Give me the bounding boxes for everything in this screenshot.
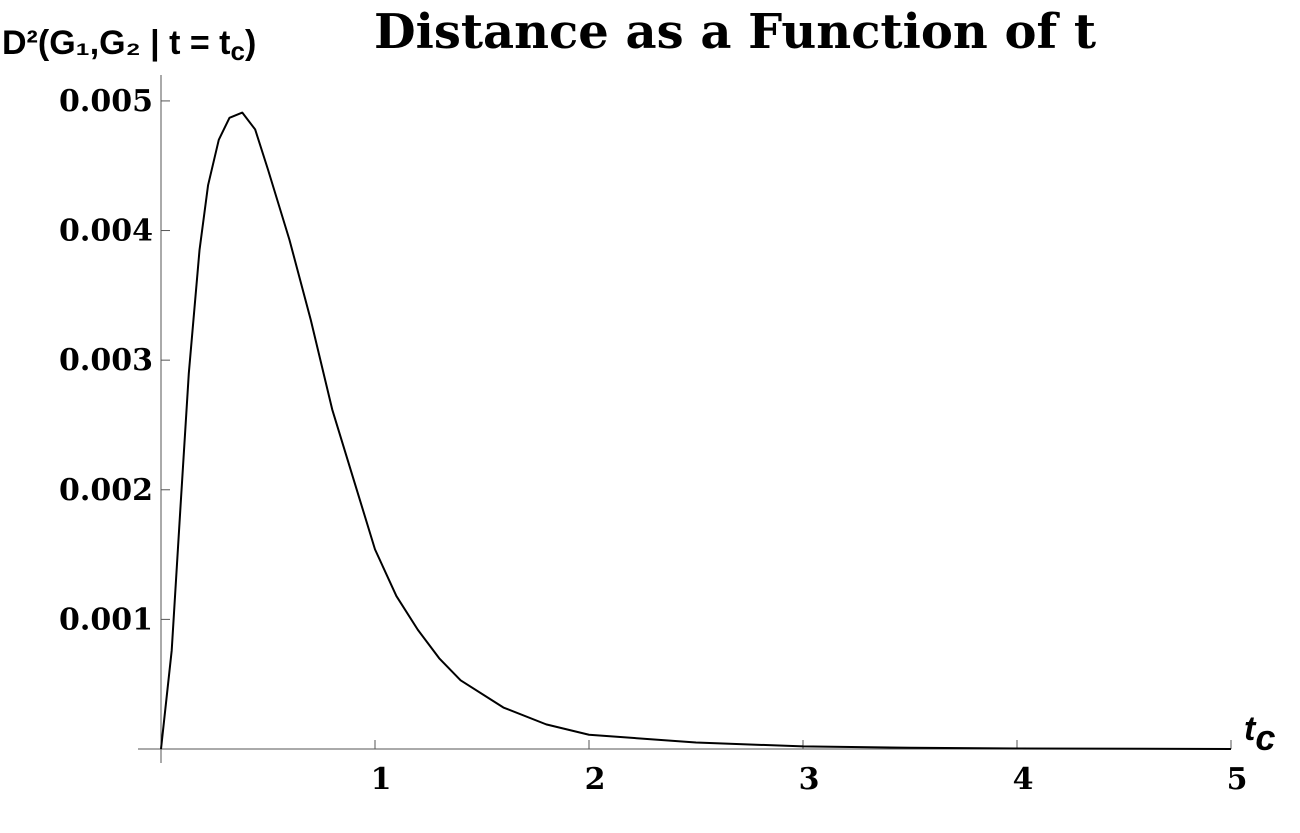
- x-tick-label: 1: [371, 762, 392, 797]
- y-tick-label: 0.003: [59, 343, 153, 378]
- y-axis-label: D²(G₁,G₂ | t = tc): [2, 24, 256, 66]
- curve: [160, 111, 1232, 750]
- x-label-main: t: [1244, 710, 1257, 748]
- y-label-main: D²(G₁,G₂ | t = t: [2, 24, 231, 62]
- x-label-sub: c: [1255, 717, 1275, 758]
- y-tick-label: 0.002: [59, 473, 153, 508]
- x-tick-label: 4: [1013, 762, 1034, 797]
- y-tick-label: 0.004: [59, 214, 153, 249]
- y-label-sub: c: [231, 36, 245, 66]
- y-label-end: ): [245, 24, 256, 62]
- y-tick-label: 0.005: [59, 84, 153, 119]
- x-axis-label: tc: [1244, 710, 1275, 758]
- x-tick-label: 2: [585, 762, 606, 797]
- x-tick-label: 3: [799, 762, 820, 797]
- x-tick-label: 5: [1227, 762, 1248, 797]
- y-tick-label: 0.001: [59, 602, 153, 637]
- chart-title: Distance as a Function of t: [374, 4, 1096, 60]
